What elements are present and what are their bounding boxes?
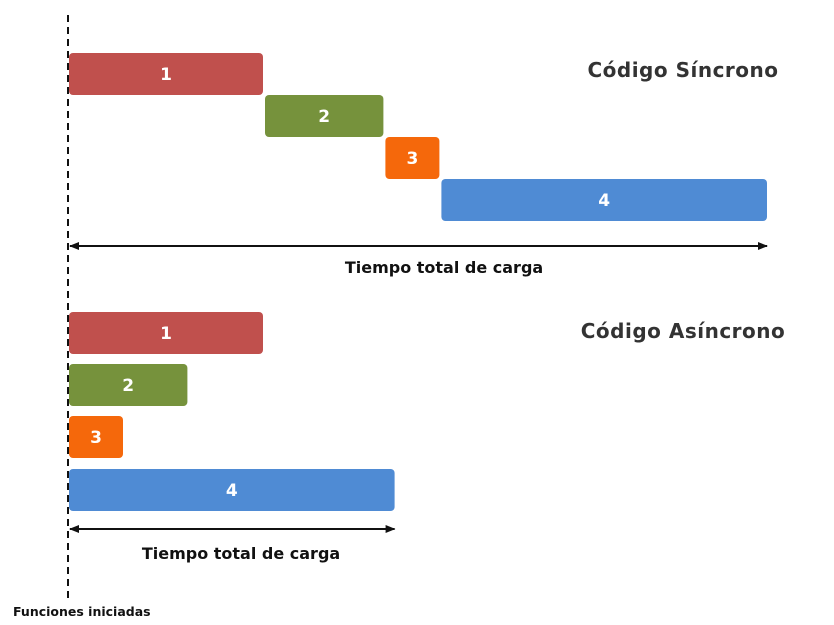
task-bar-label: 3	[406, 149, 418, 169]
sync-title: Código Síncrono	[587, 58, 778, 82]
async-section: Código Asíncrono 1 2 3 4 Tiempo total de ca…	[69, 312, 785, 563]
task-bar-label: 4	[598, 191, 610, 211]
task-bar-3	[385, 137, 440, 179]
task-bar-label: 1	[160, 65, 172, 85]
task-bar-label: 2	[318, 107, 330, 127]
async-bars: 1 2 3 4	[69, 312, 395, 511]
task-bar-label: 1	[160, 324, 172, 344]
sync-section: Código Síncrono 1 2 3 4 Tiempo total de car…	[69, 53, 778, 277]
async-total-label: Tiempo total de carga	[142, 544, 340, 563]
sync-bars: 1 2 3 4	[69, 53, 767, 221]
start-label: Funciones iniciadas	[13, 604, 151, 619]
task-bar-label: 4	[226, 481, 238, 501]
async-title: Código Asíncrono	[581, 319, 786, 343]
task-bar-label: 2	[122, 376, 134, 396]
task-bar-4	[69, 469, 395, 511]
task-bar-label: 3	[90, 428, 102, 448]
task-bar-2	[265, 95, 384, 137]
task-bar-2	[69, 364, 188, 406]
task-bar-3	[69, 416, 123, 458]
sync-total-label: Tiempo total de carga	[345, 258, 543, 277]
task-bar-1	[69, 312, 263, 354]
task-bar-4	[441, 179, 767, 221]
task-bar-1	[69, 53, 263, 95]
